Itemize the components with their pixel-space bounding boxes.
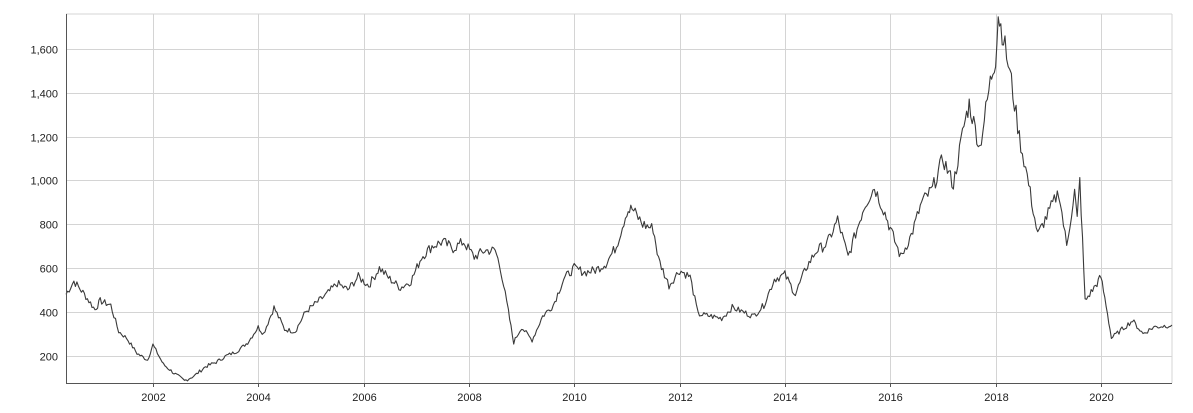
axes <box>66 14 1172 387</box>
series-line <box>65 16 1173 382</box>
grid-lines <box>66 13 1173 383</box>
x-tick-label: 2018 <box>984 392 1008 404</box>
x-tick-label: 2002 <box>141 392 165 404</box>
y-tick-label: 400 <box>40 308 58 320</box>
y-tick-label: 1,000 <box>30 176 58 188</box>
x-tick-label: 2020 <box>1089 392 1113 404</box>
x-tick-label: 2004 <box>246 392 270 404</box>
y-tick-label: 200 <box>40 352 58 364</box>
y-tick-label: 1,400 <box>30 89 58 101</box>
y-tick-label: 1,600 <box>30 45 58 57</box>
x-tick-label: 2008 <box>457 392 481 404</box>
x-tick-label: 2014 <box>773 392 797 404</box>
x-tick-label: 2016 <box>878 392 902 404</box>
y-tick-label: 600 <box>40 264 58 276</box>
y-tick-label: 800 <box>40 220 58 232</box>
x-tick-labels: 2002 2004 2006 2008 2010 2012 2014 2016 2018 2020 <box>141 392 1113 404</box>
y-tick-label: 1,200 <box>30 133 58 145</box>
x-tick-label: 2012 <box>668 392 692 404</box>
y-tick-labels: 200 400 600 800 1,000 1,200 1,400 1,600 <box>30 45 58 364</box>
x-tick-label: 2006 <box>352 392 376 404</box>
x-tick-label: 2010 <box>562 392 586 404</box>
series-layer <box>65 16 1173 382</box>
